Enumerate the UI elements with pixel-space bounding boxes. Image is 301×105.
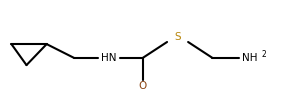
- Text: NH: NH: [242, 53, 258, 63]
- Text: 2: 2: [261, 50, 266, 59]
- Text: HN: HN: [101, 53, 117, 63]
- Text: O: O: [139, 81, 147, 91]
- Text: S: S: [174, 32, 181, 42]
